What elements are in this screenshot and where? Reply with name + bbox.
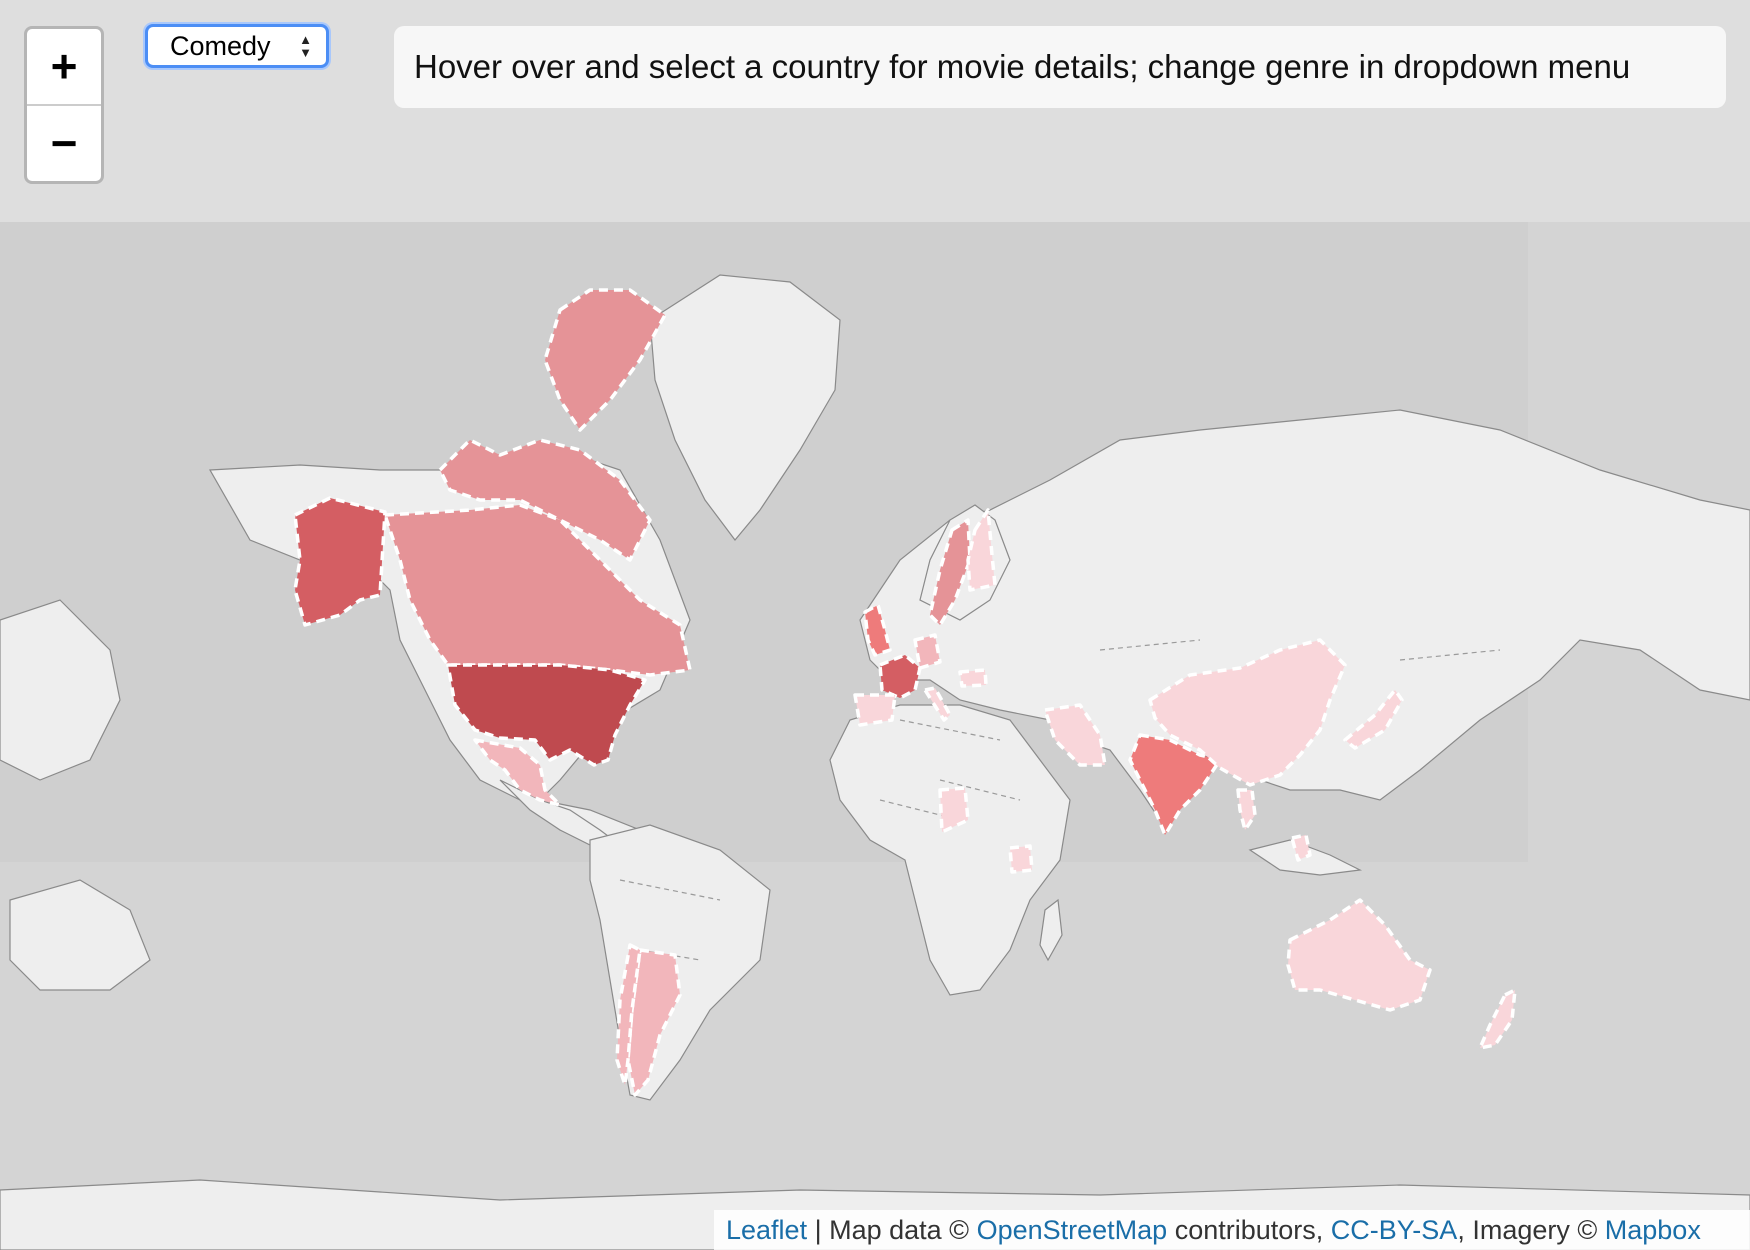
africa: [829, 704, 1071, 996]
instruction-info-box: Hover over and select a country for movi…: [394, 26, 1726, 108]
genre-dropdown[interactable]: Comedy ▲ ▼: [145, 24, 329, 68]
indonesia: [1248, 839, 1363, 876]
mapbox-link[interactable]: Mapbox: [1604, 1215, 1701, 1245]
country-thailand[interactable]: [1236, 788, 1257, 832]
country-france[interactable]: [878, 653, 922, 700]
madagascar: [1039, 898, 1063, 962]
asia-left-edge: [0, 599, 121, 781]
country-australia[interactable]: [1286, 898, 1432, 1012]
attribution-imagery: , Imagery ©: [1457, 1215, 1605, 1245]
attribution-contributors: contributors,: [1167, 1215, 1331, 1245]
country-uk[interactable]: [863, 603, 892, 657]
genre-selected-value: Comedy: [170, 30, 271, 61]
country-tanzania[interactable]: [1008, 844, 1034, 874]
zoom-out-button[interactable]: −: [27, 104, 101, 181]
zoom-in-button[interactable]: +: [50, 40, 78, 92]
country-india[interactable]: [1128, 733, 1222, 837]
country-mexico[interactable]: [473, 738, 562, 807]
country-usa[interactable]: [446, 663, 647, 767]
australia-left-edge: [9, 879, 151, 991]
country-germany[interactable]: [913, 633, 942, 670]
zoom-control: + −: [24, 26, 104, 184]
country-italy[interactable]: [923, 686, 952, 722]
country-new-zealand[interactable]: [1478, 988, 1517, 1050]
country-alaska[interactable]: [293, 496, 387, 627]
dropdown-arrows-icon: ▲ ▼: [299, 32, 312, 60]
openstreetmap-link[interactable]: OpenStreetMap: [976, 1215, 1168, 1245]
attribution-separator: |: [807, 1215, 830, 1245]
country-nigeria[interactable]: [938, 786, 970, 834]
country-canada-arctic-islands[interactable]: [438, 438, 652, 562]
country-japan[interactable]: [1343, 688, 1404, 750]
map-attribution: Leaflet | Map data © OpenStreetMap contr…: [714, 1210, 1750, 1250]
country-argentina[interactable]: [626, 948, 682, 1097]
country-chile[interactable]: [615, 943, 642, 1087]
country-iran[interactable]: [1043, 703, 1107, 767]
country-canada[interactable]: [383, 503, 692, 677]
country-sweden[interactable]: [928, 518, 972, 627]
country-china[interactable]: [1148, 638, 1347, 787]
license-link[interactable]: CC-BY-SA: [1330, 1215, 1458, 1245]
attribution-map-data: Map data ©: [829, 1215, 977, 1245]
greenland: [649, 274, 841, 541]
instruction-text: Hover over and select a country for movi…: [414, 48, 1631, 85]
country-hungary[interactable]: [958, 668, 988, 688]
leaflet-link[interactable]: Leaflet: [726, 1215, 808, 1245]
country-spain[interactable]: [853, 693, 897, 727]
country-canada-ellesmere[interactable]: [543, 288, 667, 432]
country-philippines[interactable]: [1290, 833, 1312, 862]
country-finland[interactable]: [966, 508, 997, 592]
